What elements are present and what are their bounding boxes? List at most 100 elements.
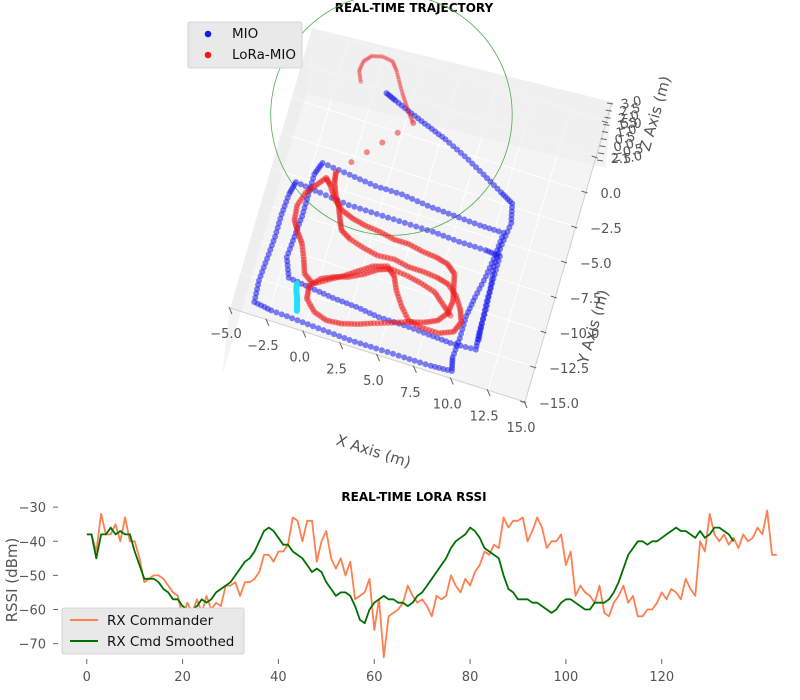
- z-tick-label: 2.0: [617, 108, 640, 127]
- mio-point: [413, 223, 420, 230]
- lora-mio-point: [357, 75, 363, 80]
- lora-mio-point: [357, 70, 362, 76]
- y-tick-label: −2.5: [590, 222, 622, 237]
- mio-point: [273, 309, 280, 316]
- mio-point: [302, 183, 309, 190]
- x-axis-label: X Axis (m): [334, 431, 413, 472]
- y-tick-label: −10.0: [560, 327, 600, 342]
- mio-point: [481, 223, 488, 230]
- rssi-legend: RX Commander RX Cmd Smoothed: [61, 607, 245, 655]
- mio-point: [273, 229, 280, 236]
- mio-point: [348, 302, 355, 309]
- rssi-y-tick-label: −60: [19, 604, 46, 619]
- mio-point: [278, 311, 285, 318]
- lora-mio-point: [394, 70, 400, 75]
- x-axis-line: [229, 307, 526, 403]
- mio-point: [351, 203, 358, 210]
- mio-point: [390, 350, 396, 357]
- lora-mio-point: [399, 86, 404, 92]
- y-tick-label: 0.0: [601, 187, 622, 202]
- mio-point: [435, 206, 442, 213]
- mio-point: [334, 296, 341, 303]
- trajectory-points: [251, 53, 516, 374]
- lora-mio-point: [357, 72, 362, 78]
- mio-point: [485, 293, 492, 300]
- z-tick-mark: [605, 109, 612, 112]
- y-tick-mark: [601, 120, 609, 124]
- y-tick-label: −15.0: [539, 397, 579, 412]
- mio-point: [272, 233, 279, 240]
- mio-point: [274, 224, 281, 231]
- lora-mio-point: [382, 55, 387, 60]
- mio-point: [294, 317, 301, 324]
- rssi-x-tick-label: 80: [462, 670, 479, 685]
- mio-point: [351, 338, 358, 345]
- mio-point: [477, 245, 484, 252]
- mio-point: [417, 359, 424, 366]
- mio-point: [297, 181, 304, 188]
- mio-point: [351, 174, 358, 180]
- y-tick-mark: [560, 260, 568, 264]
- rssi-x-tick-label: 20: [174, 670, 191, 685]
- lora-mio-point: [393, 66, 398, 71]
- mio-point: [405, 324, 412, 330]
- lora-mio-point: [396, 75, 401, 80]
- rssi-x-tick-label: 120: [649, 670, 674, 685]
- mio-point: [424, 227, 431, 234]
- grid-line-y: [291, 97, 587, 193]
- y-tick-label: −5.0: [580, 257, 612, 272]
- grid-line-y: [260, 202, 556, 298]
- x-tick-label: 15.0: [507, 421, 536, 436]
- lora-mio-point: [388, 58, 393, 63]
- mio-point: [395, 352, 402, 359]
- y-tick-label: 2.5: [611, 152, 632, 167]
- mio-point: [446, 139, 453, 146]
- mio-point: [486, 289, 493, 296]
- lora-mio-point: [357, 68, 362, 73]
- mio-point: [357, 305, 364, 312]
- mio-point: [450, 212, 457, 219]
- mio-point: [406, 356, 413, 363]
- z-tick-mark: [603, 123, 610, 126]
- mio-point: [472, 243, 478, 250]
- z-tick-label: −1.0: [610, 149, 644, 170]
- trajectory-title: REAL-TIME TRAJECTORY: [335, 1, 494, 15]
- mio-point: [456, 214, 462, 221]
- mio-point: [440, 232, 447, 239]
- mio-point: [429, 204, 436, 211]
- lora-mio-point: [407, 111, 412, 117]
- lora-mio-point: [398, 84, 403, 89]
- mio-point: [375, 314, 382, 321]
- y-tick-label: 5.0: [621, 117, 642, 132]
- mio-point: [495, 257, 502, 264]
- mio-point: [357, 340, 364, 347]
- mio-point: [494, 262, 501, 269]
- rssi-y-tick-label: −30: [19, 501, 46, 516]
- mio-point: [388, 188, 395, 194]
- lora-mio-point: [358, 79, 363, 85]
- trajectory-tick-layer: −5.0−2.50.02.55.07.510.012.515.0−15.0−12…: [210, 94, 645, 436]
- mio-point: [346, 171, 353, 178]
- mio-point: [373, 345, 380, 352]
- mio-point: [419, 200, 426, 207]
- lora-mio-point: [397, 82, 403, 87]
- mio-point: [373, 211, 380, 217]
- mio-point: [362, 178, 369, 185]
- mio-point: [477, 222, 483, 229]
- z-tick-label: 0.5: [613, 130, 636, 149]
- x-tick-mark: [265, 318, 270, 326]
- trajectory-3d-axes: [222, 27, 613, 403]
- mio-point: [458, 330, 465, 337]
- mio-point: [372, 183, 379, 189]
- lora-mio-point: [362, 58, 368, 63]
- lora-mio-point: [394, 68, 399, 73]
- z-tick-label: 1.0: [615, 122, 638, 141]
- lora-mio-point: [402, 97, 407, 102]
- lora-mio-point: [400, 93, 406, 98]
- mio-point: [479, 316, 486, 323]
- mio-point: [299, 319, 306, 326]
- lora-mio-point: [348, 159, 355, 166]
- side-wall-pane: [222, 28, 312, 376]
- y-tick-label: −7.5: [570, 292, 602, 307]
